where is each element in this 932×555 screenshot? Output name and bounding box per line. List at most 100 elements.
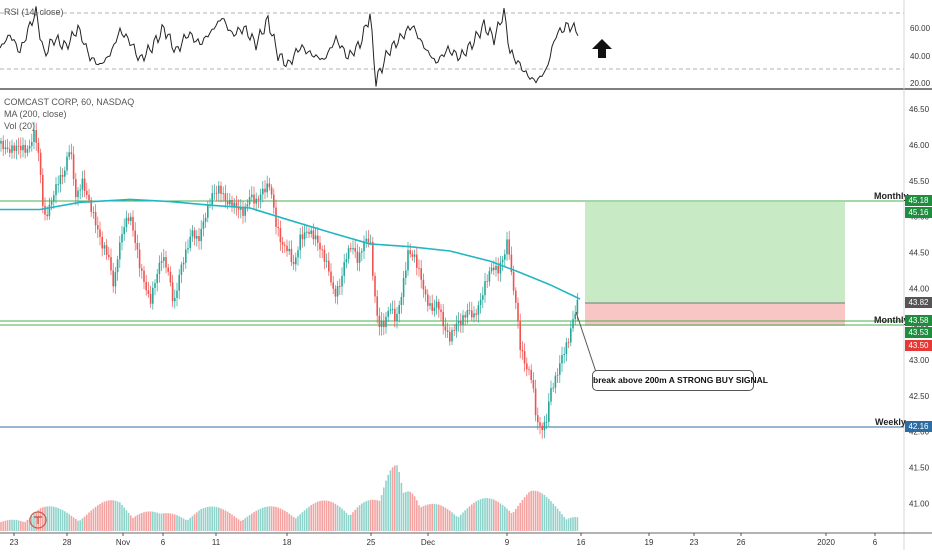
volume-bar — [420, 507, 422, 531]
rsi-tick-label: 40.00 — [910, 52, 931, 61]
candle-body — [92, 212, 95, 213]
volume-bar — [257, 509, 260, 531]
volume-bar — [213, 506, 216, 531]
volume-bar — [145, 511, 147, 531]
volume-bar — [295, 518, 297, 531]
volume-bar — [48, 506, 51, 531]
candle-body — [174, 298, 176, 302]
volume-bar — [174, 514, 176, 531]
volume-bar — [537, 491, 539, 531]
loss-zone[interactable] — [585, 303, 845, 326]
volume-bar — [319, 501, 321, 531]
volume-bar — [237, 519, 240, 531]
volume-bar — [380, 495, 383, 531]
candle-body — [420, 268, 422, 280]
tradingview-logo-icon[interactable] — [29, 511, 47, 529]
volume-bar — [81, 518, 84, 531]
volume-bar — [440, 505, 442, 531]
candle-body — [453, 330, 455, 331]
candle-body — [11, 145, 13, 153]
volume-bar — [198, 510, 200, 531]
candle-body — [75, 179, 77, 198]
volume-bar — [211, 506, 213, 531]
volume-bar — [114, 500, 117, 531]
candle-body — [574, 313, 576, 320]
candle-body — [565, 342, 568, 355]
volume-bar — [556, 508, 559, 531]
candle-body — [446, 330, 449, 332]
candle-body — [321, 249, 323, 251]
volume-bar — [402, 492, 405, 531]
candle-body — [460, 320, 462, 325]
candle-body — [438, 301, 440, 310]
date-tick-label: 2020 — [817, 538, 835, 547]
volume-bar — [46, 506, 48, 531]
volume-bar — [152, 511, 154, 531]
monthly-support-label: Monthly — [874, 315, 909, 325]
annotation-callout[interactable]: break above 200m A STRONG BUY SIGNAL — [592, 370, 768, 391]
volume-bar — [270, 506, 273, 531]
candle-body — [556, 374, 559, 376]
candle-body — [576, 299, 579, 314]
candle-body — [257, 198, 260, 200]
volume-bar — [44, 506, 46, 531]
candle-body — [479, 299, 482, 305]
candle-body — [55, 184, 57, 196]
date-tick-label: Nov — [116, 538, 130, 547]
volume-bar — [290, 515, 293, 531]
candle-body — [90, 200, 92, 212]
volume-bar — [127, 512, 130, 531]
time-axis[interactable]: 23 28 Nov 6 11 18 25 Dec 9 16 19 23 26 2020 6 — [10, 533, 878, 547]
candle-body — [295, 257, 297, 265]
candle-body — [224, 193, 227, 202]
volume-bar — [389, 470, 392, 531]
candle-body — [523, 351, 526, 364]
candle-body — [121, 234, 123, 243]
profit-zone[interactable] — [585, 202, 845, 303]
volume-bar — [572, 517, 574, 531]
candle-body — [499, 262, 502, 274]
volume-bar — [497, 501, 499, 531]
candle-body — [363, 241, 365, 252]
symbol-legend: COMCAST CORP, 60, NASDAQ — [4, 97, 135, 107]
volume-bar — [141, 513, 143, 531]
volume-bar — [468, 506, 471, 531]
candle-body — [365, 238, 367, 242]
volume-bar — [308, 506, 310, 531]
candle-body — [416, 254, 418, 268]
volume-bar — [306, 508, 308, 531]
volume-bar — [125, 510, 128, 531]
volume-bar — [339, 506, 341, 531]
candle-body — [361, 251, 363, 253]
volume-bar — [226, 511, 229, 531]
candle-body — [303, 232, 306, 240]
volume-bar — [446, 509, 449, 531]
candle-body — [495, 265, 497, 271]
callout-pointer — [575, 311, 597, 373]
volume-bar — [334, 503, 337, 531]
candle-body — [240, 207, 242, 210]
volume-bar — [2, 521, 4, 531]
candle-body — [70, 152, 73, 155]
date-tick-label: 28 — [63, 538, 72, 547]
volume-bar — [163, 513, 165, 531]
volume-bar — [475, 501, 477, 531]
candle-body — [449, 332, 451, 342]
volume-bar — [15, 520, 18, 531]
candle-body — [145, 282, 147, 291]
volume-bar — [528, 492, 530, 531]
volume-bar — [543, 495, 546, 531]
candle-body — [328, 260, 330, 272]
volume-bar — [297, 516, 299, 531]
volume-bar — [26, 520, 29, 531]
volume-bar — [13, 519, 15, 531]
volume-bar — [112, 500, 114, 531]
volume-bar — [550, 501, 552, 531]
volume-bar — [116, 501, 119, 531]
volume-bar — [235, 517, 238, 531]
volume-bar — [154, 512, 156, 531]
candle-body — [213, 192, 216, 194]
price-tick-label: 41.50 — [909, 463, 930, 472]
